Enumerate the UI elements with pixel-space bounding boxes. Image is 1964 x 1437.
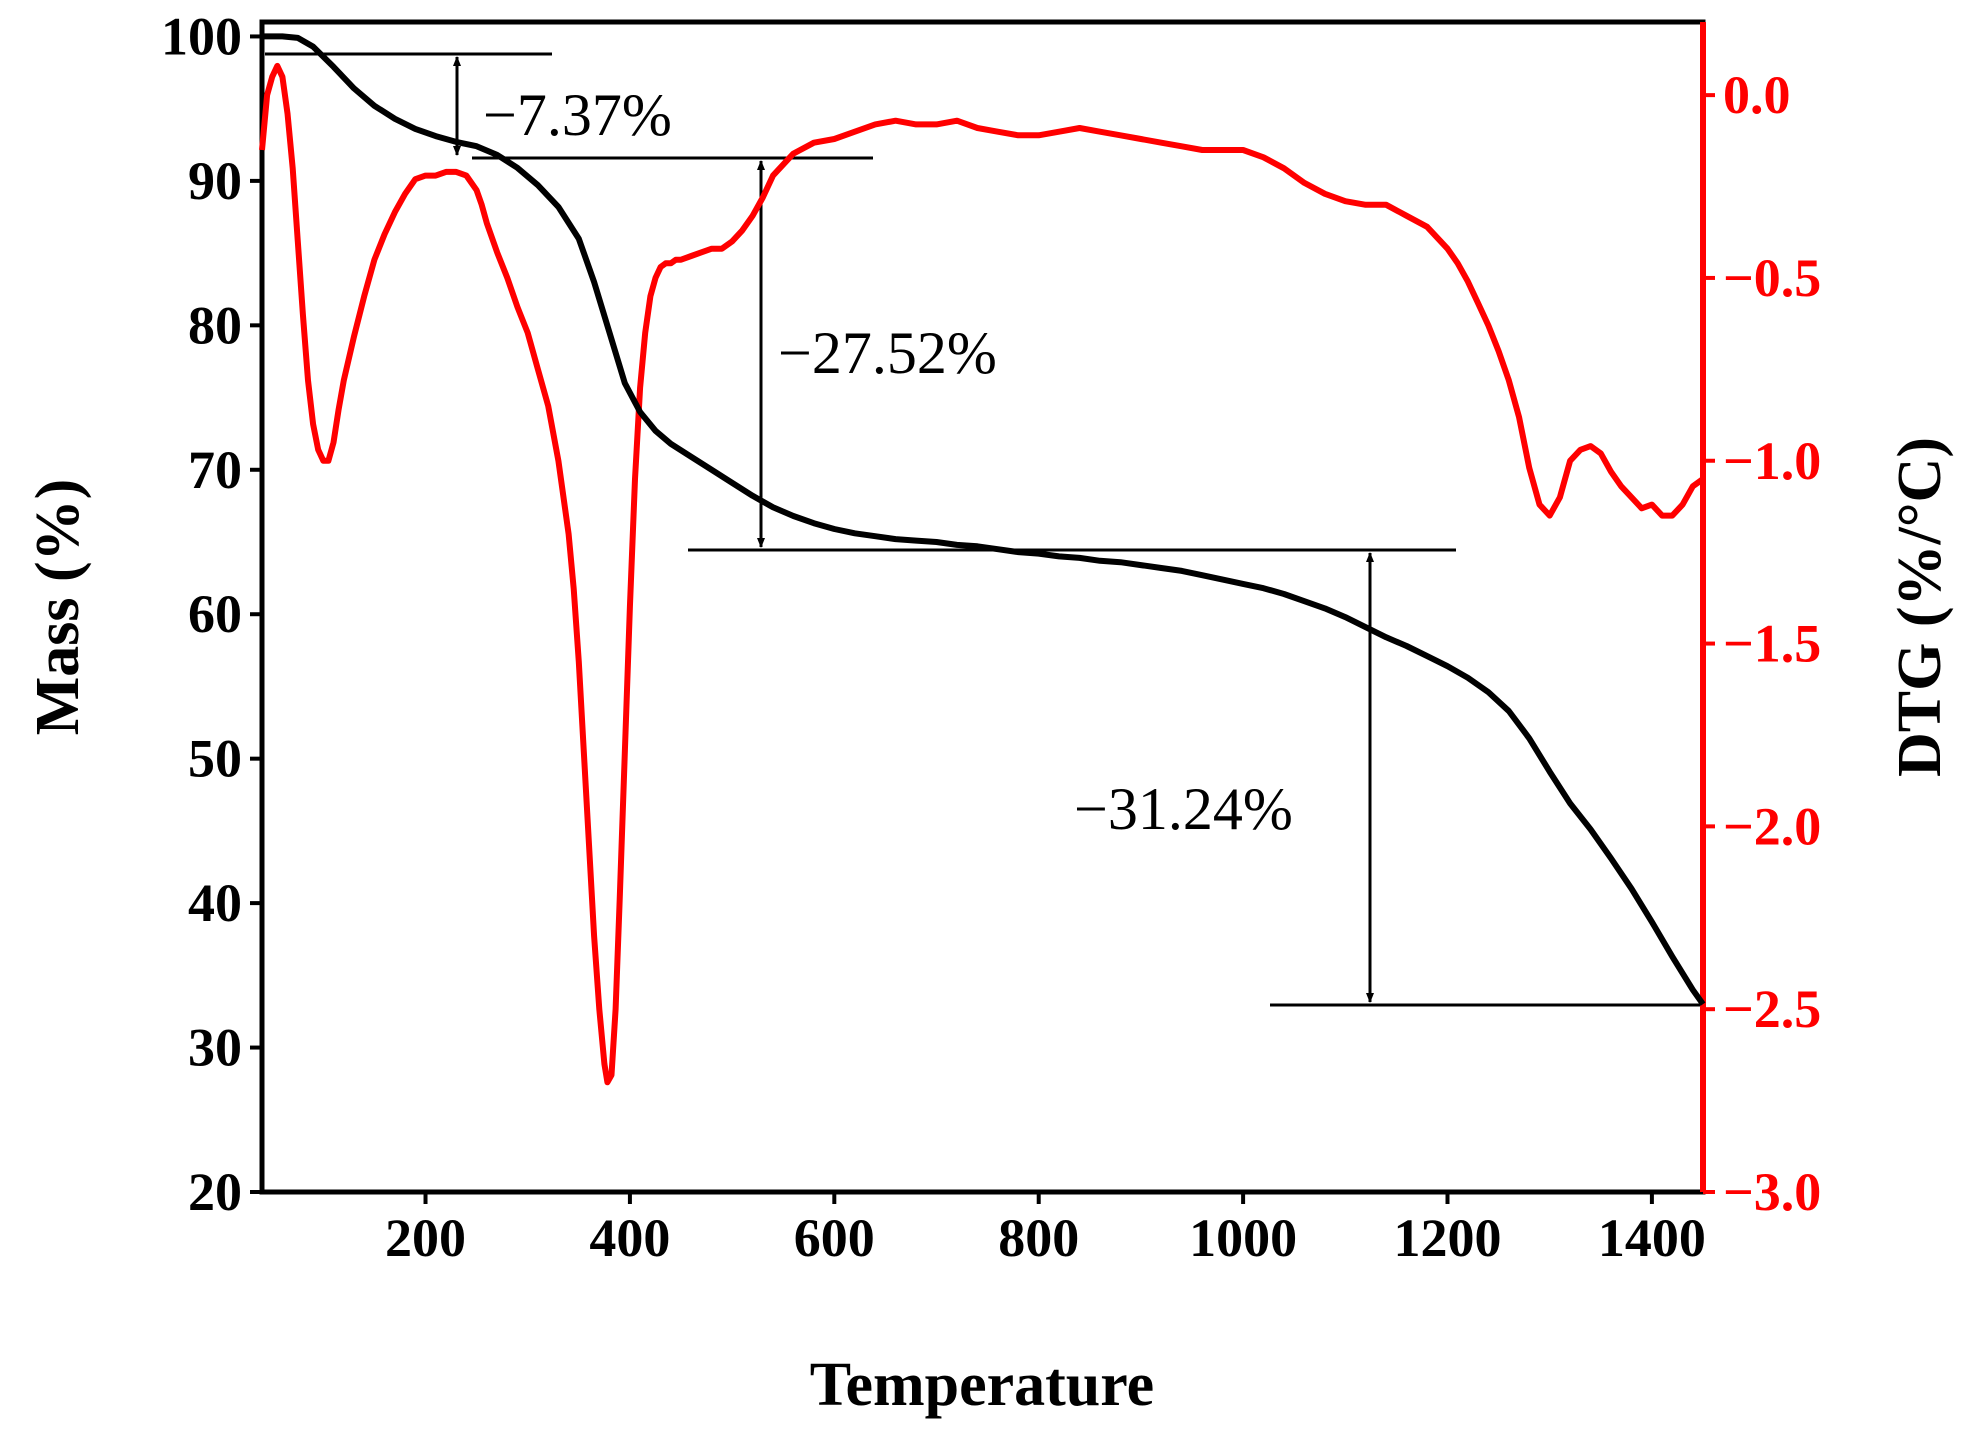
series-dtg — [259, 62, 1705, 1086]
y-left-tick-label: 20 — [188, 1162, 242, 1222]
y-right-tick-label: −2.0 — [1723, 796, 1821, 856]
x-tick-label: 1400 — [1598, 1208, 1706, 1268]
x-tick-label: 1000 — [1189, 1208, 1297, 1268]
reference-lines — [265, 52, 1700, 1007]
x-tick-label: 800 — [998, 1208, 1079, 1268]
right-axis-ticks: 0.0 −0.5 −1.0 −1.5 −2.0 −2.5 −3.0 — [1703, 65, 1821, 1222]
y-axis-left-title: Mass (%) — [24, 479, 92, 736]
annotation-step2: −27.52% — [778, 320, 997, 386]
y-left-tick-label: 90 — [188, 151, 242, 211]
x-tick-label: 400 — [589, 1208, 670, 1268]
y-left-tick-label: 50 — [188, 729, 242, 789]
y-axis-right-title: DTG (%/°C) — [1886, 437, 1954, 777]
y-left-tick-label: 40 — [188, 873, 242, 933]
y-right-tick-label: −1.5 — [1723, 614, 1821, 674]
y-left-tick-label: 80 — [188, 295, 242, 355]
y-left-tick-label: 70 — [188, 440, 242, 500]
y-right-tick-label: −3.0 — [1723, 1162, 1821, 1222]
y-left-tick-label: 30 — [188, 1018, 242, 1078]
x-tick-label: 200 — [385, 1208, 466, 1268]
series-mass — [262, 33, 1706, 1006]
y-right-tick-label: −2.5 — [1723, 979, 1821, 1039]
annotation-step3: −31.24% — [1074, 776, 1293, 842]
annotation-step1: −7.37% — [483, 82, 672, 148]
bottom-axis-ticks: 200 400 600 800 1000 1200 1400 — [385, 1192, 1706, 1268]
y-right-tick-label: −1.0 — [1723, 431, 1821, 491]
y-left-tick-label: 100 — [161, 6, 242, 66]
x-tick-label: 600 — [794, 1208, 875, 1268]
x-tick-label: 1200 — [1394, 1208, 1502, 1268]
x-axis-title: Temperature — [810, 1351, 1154, 1419]
annotation-arrows — [453, 56, 1374, 1003]
left-axis-ticks: 20 30 40 50 60 70 80 90 100 — [161, 6, 262, 1222]
y-left-tick-label: 60 — [188, 584, 242, 644]
y-right-tick-label: −0.5 — [1723, 248, 1821, 308]
y-right-tick-label: 0.0 — [1723, 65, 1791, 125]
